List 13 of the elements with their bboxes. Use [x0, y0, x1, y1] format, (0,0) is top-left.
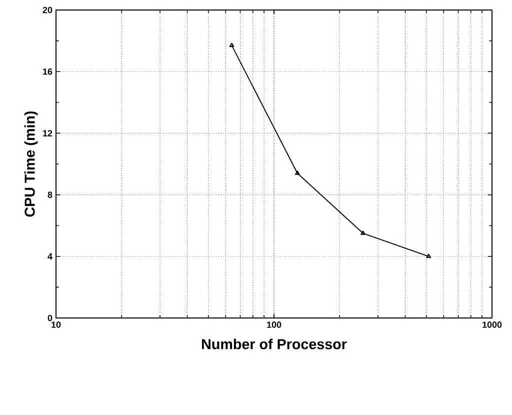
y-tick-label: 0 [48, 314, 52, 322]
y-axis-title: CPU Time (min) [24, 111, 38, 217]
point [360, 230, 366, 235]
x-tick-label: 10 [52, 322, 61, 328]
y-tick-label: 20 [42, 6, 52, 14]
x-tick-label: 1000 [482, 322, 502, 328]
y-tick-label: 4 [48, 253, 52, 260]
x-axis-title: Number of Processor [202, 338, 347, 350]
point [294, 170, 300, 175]
x-tick-label: 100 [267, 322, 282, 328]
y-tick-label: 16 [43, 68, 52, 75]
y-tick-label: 12 [43, 130, 52, 136]
y-tick-label: 8 [48, 192, 52, 198]
